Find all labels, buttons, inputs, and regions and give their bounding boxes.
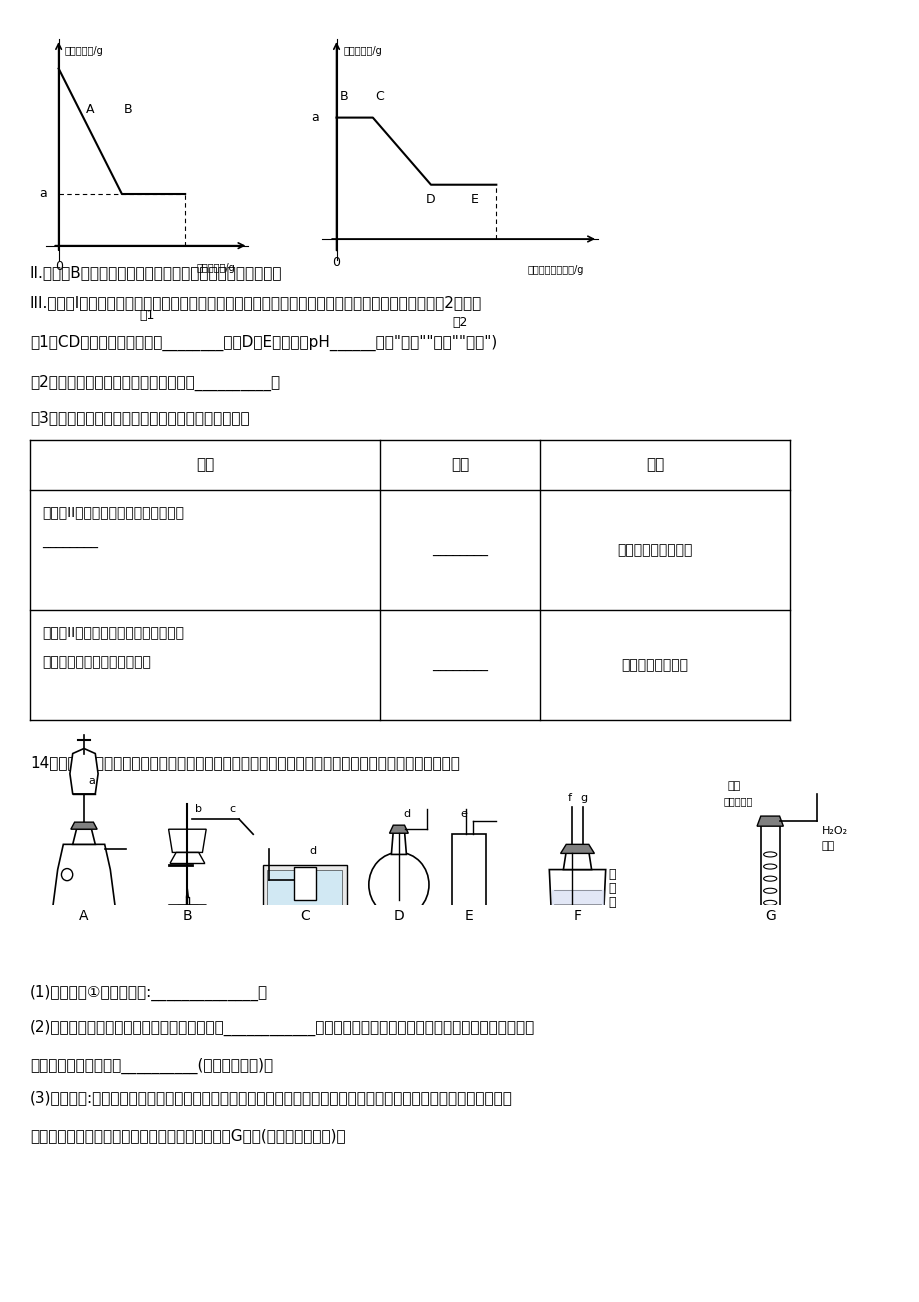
Text: （2）根据上述实验得出原固体中一定有__________。: （2）根据上述实验得出原固体中一定有__________。 <box>30 375 279 391</box>
Polygon shape <box>70 749 98 794</box>
Text: 硫: 硫 <box>607 881 616 894</box>
Text: 原固体中无氯化钾: 原固体中无氯化钾 <box>621 658 687 672</box>
Text: (3)实验改进:查阅资料发现。氧化铜可以用作过氧化氢分解制氧气的催化剂。现有一根洁净的铜丝。实验前先将其烧成: (3)实验改进:查阅资料发现。氧化铜可以用作过氧化氢分解制氧气的催化剂。现有一根… <box>30 1090 512 1105</box>
Polygon shape <box>262 865 346 910</box>
Text: a: a <box>311 111 318 124</box>
Text: 加入稀硝酸的质量/g: 加入稀硝酸的质量/g <box>527 264 583 275</box>
Polygon shape <box>760 824 778 935</box>
Text: （3）为进一步探究该白色固体成分，进行如下实验：: （3）为进一步探究该白色固体成分，进行如下实验： <box>30 410 249 424</box>
Text: 固体的质量/g: 固体的质量/g <box>344 46 382 56</box>
Circle shape <box>62 868 73 880</box>
Text: 过量硝酸酸化，再加入硝酸银: 过量硝酸酸化，再加入硝酸银 <box>42 655 151 669</box>
Text: (1)写出图中①的仪器名称:______________。: (1)写出图中①的仪器名称:______________。 <box>30 986 267 1001</box>
Text: （可抽动）: （可抽动） <box>722 796 752 806</box>
Text: f: f <box>568 793 572 803</box>
Text: e: e <box>460 809 466 819</box>
Text: C: C <box>375 90 384 103</box>
Text: B: B <box>339 90 347 103</box>
Polygon shape <box>551 889 602 930</box>
Circle shape <box>369 853 428 917</box>
Text: 取实验II反应后的溶液于试管中，加入: 取实验II反应后的溶液于试管中，加入 <box>42 505 184 519</box>
Text: d: d <box>310 846 316 857</box>
Text: 0: 0 <box>54 260 62 273</box>
Polygon shape <box>168 829 206 853</box>
Polygon shape <box>560 844 594 853</box>
Text: (2)实验室用过氧化氢制取氧气的化学方程式为____________，实验室用此反应原理制取并收集一瓶纯净的氧气，应: (2)实验室用过氧化氢制取氧气的化学方程式为____________，实验室用此… <box>30 1019 535 1036</box>
Polygon shape <box>293 867 316 900</box>
Text: 铜丝: 铜丝 <box>727 781 741 790</box>
Text: 加水的质量/g: 加水的质量/g <box>197 263 235 273</box>
Text: F: F <box>573 909 581 923</box>
Text: B: B <box>182 909 192 923</box>
Text: 现象: 现象 <box>450 457 469 473</box>
Text: 取实验II反应后的溶液于试管中，加入: 取实验II反应后的溶液于试管中，加入 <box>42 625 184 639</box>
Polygon shape <box>562 852 591 870</box>
Text: 原固体中有氢氧化钠: 原固体中有氢氧化钠 <box>617 543 692 557</box>
Polygon shape <box>391 831 406 854</box>
Text: ________: ________ <box>432 543 487 557</box>
Text: 图1: 图1 <box>140 309 154 322</box>
Text: （1）CD段可观察到的现象是________，从D到E的溶液的pH______（填"增加""减小""不变"): （1）CD段可观察到的现象是________，从D到E的溶液的pH______（… <box>30 335 496 352</box>
Text: D: D <box>425 193 436 206</box>
Text: G: G <box>764 909 775 923</box>
Polygon shape <box>267 870 342 905</box>
Polygon shape <box>756 816 782 827</box>
Text: 0: 0 <box>332 256 340 270</box>
Text: A: A <box>79 909 88 923</box>
Text: d: d <box>403 809 410 819</box>
Text: 结论: 结论 <box>645 457 664 473</box>
Polygon shape <box>71 822 97 829</box>
Text: C: C <box>300 909 310 923</box>
Text: B: B <box>124 103 132 116</box>
Polygon shape <box>389 825 408 833</box>
Text: 螺旋状，再经过加热处理。改进后的发生装置如图G所示(已略去夹持装置)。: 螺旋状，再经过加热处理。改进后的发生装置如图G所示(已略去夹持装置)。 <box>30 1128 346 1143</box>
Text: III.向实验I所得的混合物中滴加稀硝酸并不断搅拌，烧杯内固体的质量随加入稀硝酸的质量的变化如图2所示。: III.向实验I所得的混合物中滴加稀硝酸并不断搅拌，烧杯内固体的质量随加入稀硝酸… <box>30 296 482 310</box>
Text: 选用的装置连接顺序为__________(选填小写字母)。: 选用的装置连接顺序为__________(选填小写字母)。 <box>30 1059 273 1074</box>
Polygon shape <box>51 844 117 921</box>
Polygon shape <box>452 835 486 930</box>
Text: ①: ① <box>64 871 70 878</box>
Text: 图2: 图2 <box>452 315 467 328</box>
Text: 浓: 浓 <box>607 867 616 880</box>
Text: a: a <box>40 187 47 201</box>
Polygon shape <box>73 829 96 844</box>
Text: 14．通过一学期的化学学习，相信你已经掌握了一些化学知识与技能。请结合下列实验装置图回答问题。: 14．通过一学期的化学学习，相信你已经掌握了一些化学知识与技能。请结合下列实验装… <box>30 755 459 769</box>
Text: H₂O₂: H₂O₂ <box>821 827 847 836</box>
Polygon shape <box>454 924 484 930</box>
Text: c: c <box>230 805 235 814</box>
Text: b: b <box>195 805 201 814</box>
Text: D: D <box>393 909 403 923</box>
Text: ________: ________ <box>432 658 487 672</box>
Text: ________: ________ <box>42 535 98 549</box>
Text: E: E <box>471 193 478 206</box>
Polygon shape <box>549 870 605 930</box>
Text: A: A <box>86 103 95 116</box>
Text: 酸: 酸 <box>607 896 616 909</box>
Text: E: E <box>464 909 473 923</box>
Text: g: g <box>580 793 587 803</box>
Polygon shape <box>168 905 206 923</box>
Text: 溶液: 溶液 <box>821 841 834 852</box>
Text: a: a <box>88 776 96 786</box>
Text: 步骤: 步骤 <box>196 457 214 473</box>
Text: 固体的质量/g: 固体的质量/g <box>65 47 104 56</box>
Text: II.取少量B点时的清液于试管中，滴加酚酞溶液，酚酞变红。: II.取少量B点时的清液于试管中，滴加酚酞溶液，酚酞变红。 <box>30 266 282 280</box>
